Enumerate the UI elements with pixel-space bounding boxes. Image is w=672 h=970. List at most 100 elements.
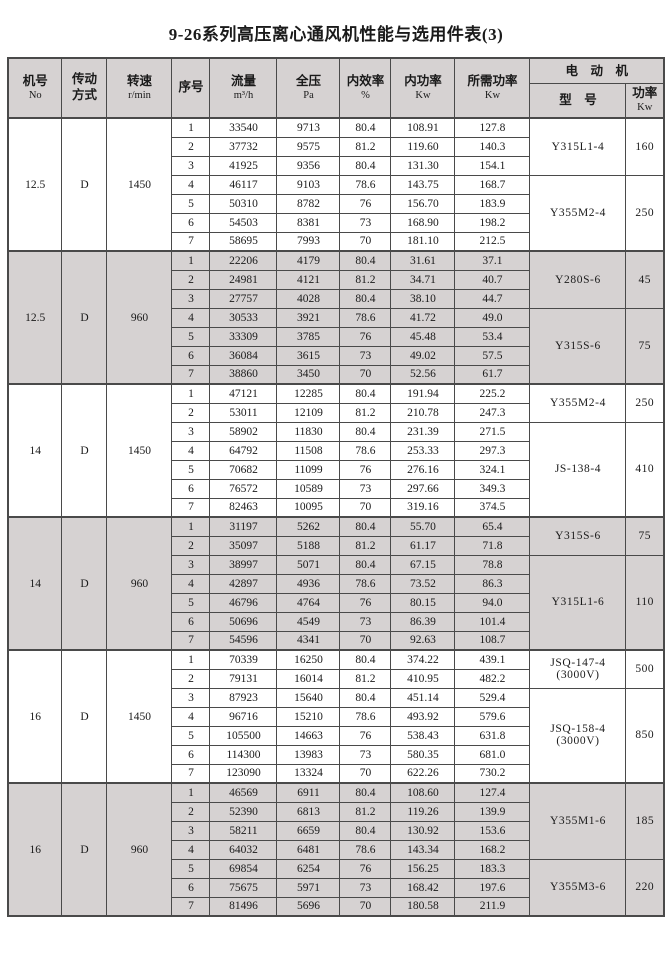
pressure-cell: 6481 <box>276 839 341 860</box>
header-machine-no: 机号 No <box>7 57 63 119</box>
pressure-cell: 11508 <box>276 440 341 461</box>
seq-cell: 3 <box>171 421 211 442</box>
flow-cell: 52390 <box>209 801 278 822</box>
pressure-cell: 6659 <box>276 820 341 841</box>
efficiency-cell: 76 <box>339 592 392 613</box>
table-row: 6 50696 4549 73 86.39 101.4 <box>8 611 664 632</box>
internal-power-cell: 92.63 <box>390 630 456 651</box>
motor-model-text: JSQ-158-4 <box>550 723 606 736</box>
table-row: 12.5 D 960 1 22206 4179 80.4 31.61 37.1 Y280S-6 45 <box>7 250 665 385</box>
efficiency-cell: 70 <box>339 630 392 651</box>
pressure-cell: 4764 <box>276 592 341 613</box>
pressure-cell: 6254 <box>276 858 341 879</box>
motor-model-cell: Y315S-6 <box>529 516 627 556</box>
required-power-cell: 140.3 <box>454 136 531 157</box>
flow-cell: 27757 <box>209 288 278 309</box>
speed-cell: 1450 <box>106 117 173 252</box>
seq-cell: 7 <box>171 763 211 784</box>
machine-no-cell: 12.5 <box>7 117 63 252</box>
required-power-cell: 127.4 <box>454 782 531 803</box>
table-row: 7 82463 10095 70 319.16 374.5 <box>8 497 664 518</box>
required-power-cell: 183.9 <box>454 193 531 214</box>
header-flow-unit: m³/h <box>233 89 254 101</box>
motor-model-cell: JSQ-147-4 (3000V) <box>529 649 627 689</box>
required-power-cell: 127.8 <box>454 117 531 138</box>
efficiency-cell: 76 <box>339 459 392 480</box>
seq-cell: 2 <box>171 269 211 290</box>
seq-cell: 4 <box>171 573 211 594</box>
seq-cell: 1 <box>171 782 211 803</box>
pressure-cell: 6911 <box>276 782 341 803</box>
internal-power-cell: 119.26 <box>390 801 456 822</box>
motor-power-cell: 410 <box>625 421 665 518</box>
flow-cell: 96716 <box>209 706 278 727</box>
motor-voltage-note: (3000V) <box>556 669 600 682</box>
header-row-bottom: 型 号 功率 Kw <box>8 82 665 119</box>
motor-power-cell: 185 <box>625 782 665 860</box>
motor-power-cell: 250 <box>625 383 665 423</box>
required-power-cell: 631.8 <box>454 725 531 746</box>
efficiency-cell: 80.4 <box>339 155 392 176</box>
pressure-cell: 10589 <box>276 478 341 499</box>
header-internal-power: 内功率 Kw <box>390 57 456 119</box>
header-pressure-unit: Pa <box>303 89 314 101</box>
seq-cell: 1 <box>171 250 211 271</box>
pressure-cell: 5696 <box>276 896 341 917</box>
pressure-cell: 3921 <box>276 307 341 328</box>
efficiency-cell: 78.6 <box>339 307 392 328</box>
pressure-cell: 5971 <box>276 877 341 898</box>
pressure-cell: 16014 <box>276 668 341 689</box>
internal-power-cell: 191.94 <box>390 383 456 404</box>
required-power-cell: 78.8 <box>454 554 531 575</box>
motor-power-cell: 220 <box>625 858 665 917</box>
header-internal-power-label: 内功率 <box>404 73 442 88</box>
flow-cell: 69854 <box>209 858 278 879</box>
required-power-cell: 86.3 <box>454 573 531 594</box>
table-row: 3 58902 11830 80.4 231.39 271.5 JS-138-4 410 <box>8 421 665 518</box>
pressure-cell: 9356 <box>276 155 341 176</box>
internal-power-cell: 34.71 <box>390 269 456 290</box>
required-power-cell: 57.5 <box>454 345 531 366</box>
machine-no-cell: 14 <box>7 383 63 518</box>
internal-power-cell: 38.10 <box>390 288 456 309</box>
flow-cell: 38860 <box>209 364 278 385</box>
table-row: 2 37732 9575 81.2 119.60 140.3 <box>8 136 664 157</box>
table-row: 5 105500 14663 76 538.43 631.8 <box>8 725 664 746</box>
efficiency-cell: 80.4 <box>339 649 392 670</box>
required-power-cell: 183.3 <box>454 858 531 879</box>
internal-power-cell: 410.95 <box>390 668 456 689</box>
efficiency-cell: 70 <box>339 896 392 917</box>
header-speed-label: 转速 <box>126 73 152 88</box>
required-power-cell: 374.5 <box>454 497 531 518</box>
motor-model-cell: Y355M2-4 <box>529 383 627 423</box>
page-title: 9-26系列高压离心通风机性能与选用件表(3) <box>168 25 504 44</box>
internal-power-cell: 156.25 <box>390 858 456 879</box>
header-motor-power-label: 功率 <box>632 86 658 101</box>
seq-cell: 1 <box>171 117 211 138</box>
flow-cell: 47121 <box>209 383 278 404</box>
speed-cell: 960 <box>106 250 173 385</box>
header-drive-mode: 传动 方式 <box>61 57 108 119</box>
pressure-cell: 3450 <box>276 364 341 385</box>
required-power-cell: 212.5 <box>454 231 531 252</box>
internal-power-cell: 143.75 <box>390 174 456 195</box>
header-required-power-label: 所需功率 <box>467 73 518 88</box>
flow-cell: 35097 <box>209 535 278 556</box>
seq-cell: 4 <box>171 706 211 727</box>
internal-power-cell: 297.66 <box>390 478 456 499</box>
flow-cell: 30533 <box>209 307 278 328</box>
flow-cell: 79131 <box>209 668 278 689</box>
table-row: 7 81496 5696 70 180.58 211.9 <box>8 896 664 917</box>
motor-model-cell: Y355M1-6 <box>529 782 627 860</box>
seq-cell: 4 <box>171 839 211 860</box>
internal-power-cell: 119.60 <box>390 136 456 157</box>
required-power-cell: 37.1 <box>454 250 531 271</box>
motor-power-cell: 75 <box>625 516 665 556</box>
flow-cell: 70682 <box>209 459 278 480</box>
seq-cell: 6 <box>171 744 211 765</box>
header-internal-power-unit: Kw <box>415 89 431 101</box>
table-row: 3 27757 4028 80.4 38.10 44.7 <box>8 288 664 309</box>
seq-cell: 2 <box>171 668 211 689</box>
internal-power-cell: 131.30 <box>390 155 456 176</box>
internal-power-cell: 319.16 <box>390 497 456 518</box>
